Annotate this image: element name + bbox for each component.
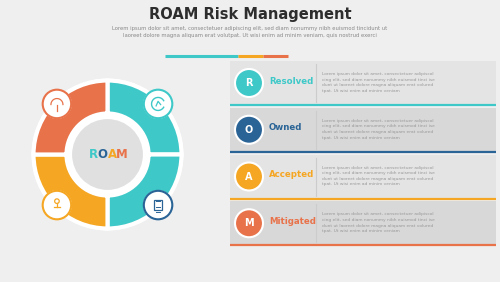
Wedge shape xyxy=(34,80,108,155)
Text: O: O xyxy=(98,148,108,161)
Text: M: M xyxy=(244,218,254,228)
Text: Lorem ipsum dolor sit amet, consectetuer adipiscol
cing elit, sed diam nonummy n: Lorem ipsum dolor sit amet, consectetuer… xyxy=(322,119,435,140)
Circle shape xyxy=(144,191,172,219)
Wedge shape xyxy=(34,155,108,228)
Circle shape xyxy=(70,117,145,192)
Circle shape xyxy=(235,69,263,97)
Circle shape xyxy=(144,90,172,118)
FancyBboxPatch shape xyxy=(230,61,496,105)
FancyBboxPatch shape xyxy=(230,155,496,199)
Circle shape xyxy=(42,90,71,118)
Text: Owned: Owned xyxy=(269,123,302,132)
Text: ROAM Risk Management: ROAM Risk Management xyxy=(148,7,352,22)
Wedge shape xyxy=(108,155,182,228)
Text: Resolved: Resolved xyxy=(269,76,313,85)
Text: R: R xyxy=(245,78,252,88)
FancyBboxPatch shape xyxy=(230,201,496,245)
Text: O: O xyxy=(245,125,253,135)
Text: R: R xyxy=(88,148,98,161)
Wedge shape xyxy=(108,80,182,155)
Text: Lorem ipsum dolor sit amet, consectetuer adipiscol
cing elit, sed diam nonummy n: Lorem ipsum dolor sit amet, consectetuer… xyxy=(322,213,435,233)
Text: M: M xyxy=(116,148,128,161)
Text: Mitigated: Mitigated xyxy=(269,217,316,226)
Text: Lorem ipsum dolor sit amet, consectetuer adipiscol
cing elit, sed diam nonummy n: Lorem ipsum dolor sit amet, consectetuer… xyxy=(322,72,435,93)
Text: A: A xyxy=(245,171,252,182)
Circle shape xyxy=(235,209,263,237)
FancyBboxPatch shape xyxy=(230,108,496,152)
Text: Accepted: Accepted xyxy=(269,170,314,179)
Circle shape xyxy=(235,116,263,144)
Text: A: A xyxy=(108,148,117,161)
Circle shape xyxy=(235,162,263,191)
Circle shape xyxy=(66,113,148,195)
Circle shape xyxy=(42,191,71,219)
Text: Lorem ipsum dolor sit amet, consectetuer adipiscing elit, sed diam nonummy nibh : Lorem ipsum dolor sit amet, consectetuer… xyxy=(112,26,388,38)
Text: Lorem ipsum dolor sit amet, consectetuer adipiscol
cing elit, sed diam nonummy n: Lorem ipsum dolor sit amet, consectetuer… xyxy=(322,166,435,186)
